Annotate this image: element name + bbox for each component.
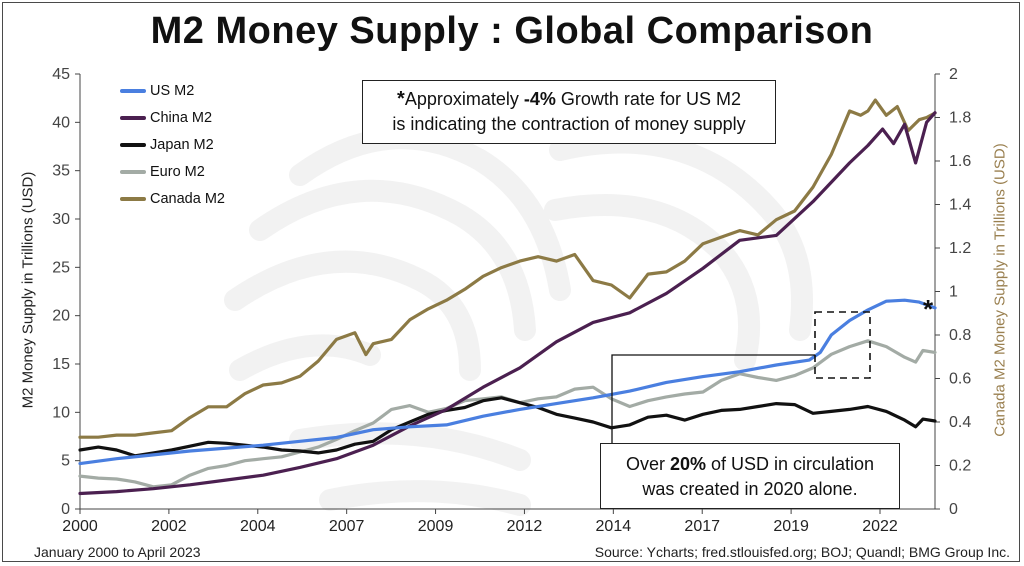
legend-label: Japan M2 <box>150 136 214 153</box>
chart-legend: US M2 China M2 Japan M2 Euro M2 Canada M2 <box>120 77 225 212</box>
y-tick-label-left: 15 <box>52 356 70 373</box>
y-tick-label-left: 40 <box>52 114 70 131</box>
y-tick-label-right: 1 <box>949 284 958 301</box>
annotation-box-2020: Over 20% of USD in circulation was creat… <box>600 443 900 509</box>
y-tick-label-left: 35 <box>52 163 70 180</box>
x-tick-label: 2019 <box>773 518 809 535</box>
legend-swatch <box>120 88 146 93</box>
x-tick-label: 2017 <box>684 518 720 535</box>
annotation-text: Growth rate for US M2 <box>555 89 741 109</box>
series-line-us-m2 <box>78 298 937 466</box>
legend-label: Euro M2 <box>150 163 205 180</box>
y-axis-label-left: M2 Money Supply in Trillions (USD) <box>19 171 37 409</box>
legend-item: Canada M2 <box>120 185 225 212</box>
y-tick-label-right: 0 <box>949 501 958 518</box>
y-tick-label-right: 0.4 <box>949 414 971 431</box>
x-tick-label: 2000 <box>62 518 98 535</box>
y-tick-label-right: 0.6 <box>949 371 971 388</box>
annotation-line-2: is indicating the contraction of money s… <box>392 114 746 134</box>
x-tick-label: 2002 <box>151 518 187 535</box>
annotation-bold-value: 20% <box>669 454 706 474</box>
series-line-canada-m2 <box>78 98 937 439</box>
asterisk: * <box>397 88 405 110</box>
highlight-2020-box <box>814 311 871 379</box>
annotation-line-1: Over 20% of USD in circulation <box>601 452 899 477</box>
x-tick-label: 2004 <box>240 518 276 535</box>
y-tick-label-right: 0.2 <box>949 458 971 475</box>
us-m2-star: * <box>923 294 934 324</box>
legend-item: China M2 <box>120 104 225 131</box>
legend-swatch <box>120 169 146 174</box>
legend-label: Canada M2 <box>150 190 225 207</box>
x-tick-label: 2022 <box>862 518 898 535</box>
annotation-text: Approximately <box>404 89 524 109</box>
source-note: Source: Ycharts; fred.stlouisfed.org; BO… <box>594 544 1010 560</box>
y-tick-label-right: 1.8 <box>949 110 971 127</box>
legend-label: China M2 <box>150 109 213 126</box>
y-tick-label-left: 10 <box>52 404 70 421</box>
y-tick-label-right: 1.2 <box>949 240 971 257</box>
y-tick-label-left: 30 <box>52 211 70 228</box>
y-tick-label-left: 25 <box>52 259 70 276</box>
y-tick-label-left: 20 <box>52 308 70 325</box>
x-tick-label: 2012 <box>507 518 543 535</box>
x-tick-label: 2007 <box>329 518 365 535</box>
annotation-line-1: *Approximately -4% Growth rate for US M2 <box>363 87 775 112</box>
y-tick-label-left: 5 <box>61 453 70 470</box>
date-range-note: January 2000 to April 2023 <box>34 544 201 560</box>
legend-item: Euro M2 <box>120 158 225 185</box>
annotation-bold-value: -4% <box>523 89 556 109</box>
y-tick-label-right: 0.8 <box>949 327 971 344</box>
callout-connector <box>611 354 815 443</box>
annotation-text: Over <box>625 454 670 474</box>
annotation-box-contraction: *Approximately -4% Growth rate for US M2… <box>362 80 776 144</box>
x-tick-label: 2014 <box>596 518 632 535</box>
legend-item: US M2 <box>120 77 225 104</box>
y-axis-label-right: Canada M2 Money Supply in Trillions (USD… <box>991 143 1009 437</box>
y-tick-label-left: 45 <box>52 66 70 83</box>
legend-swatch <box>120 196 146 201</box>
legend-item: Japan M2 <box>120 131 225 158</box>
legend-label: US M2 <box>150 82 195 99</box>
x-tick-label: 2009 <box>418 518 454 535</box>
y-tick-label-right: 1.6 <box>949 153 971 170</box>
y-tick-label-right: 1.4 <box>949 197 971 214</box>
series-line-japan-m2 <box>78 396 937 458</box>
annotation-text: of USD in circulation <box>705 454 875 474</box>
annotation-line-2: was created in 2020 alone. <box>642 479 858 499</box>
series-line-china-m2 <box>78 111 937 496</box>
legend-swatch <box>120 115 146 120</box>
chart-title: M2 Money Supply : Global Comparison <box>150 10 874 52</box>
legend-swatch <box>120 142 146 147</box>
y-tick-label-left: 0 <box>61 501 70 518</box>
y-tick-label-right: 2 <box>949 66 958 83</box>
